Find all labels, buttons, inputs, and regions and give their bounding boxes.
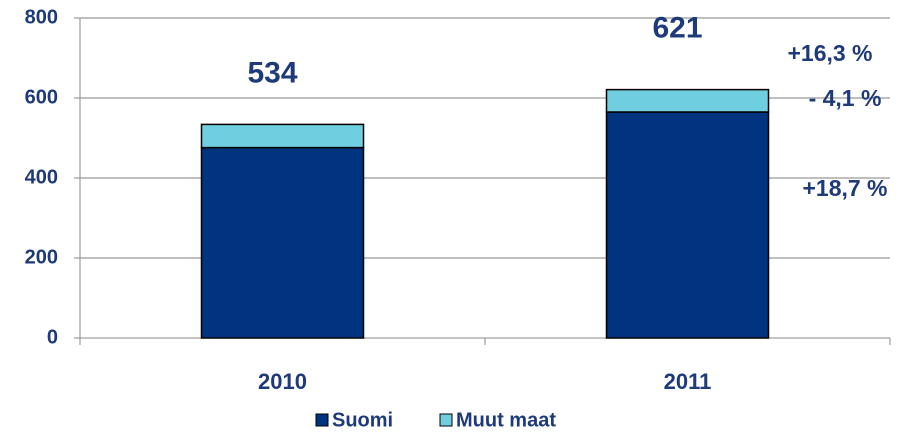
- y-tick-label: 800: [25, 6, 58, 28]
- legend-label: Suomi: [332, 409, 393, 431]
- annotation: +16,3 %: [787, 40, 872, 66]
- total-label: 534: [247, 56, 297, 89]
- y-tick-label: 400: [25, 166, 58, 188]
- bar-segment: [200, 146, 365, 339]
- annotation: - 4,1 %: [809, 85, 882, 111]
- legend-swatch: [439, 413, 453, 427]
- x-tick-label: 2010: [258, 369, 307, 394]
- legend-label: Muut maat: [456, 409, 556, 431]
- bar-segment: [605, 88, 770, 113]
- annotation: +18,7 %: [802, 175, 887, 201]
- total-label: 621: [652, 12, 702, 45]
- bar-segment: [605, 111, 770, 339]
- bar-segment: [200, 123, 365, 149]
- legend-swatch: [315, 413, 329, 427]
- y-tick-label: 200: [25, 246, 58, 268]
- x-tick-label: 2011: [664, 369, 712, 394]
- y-tick-label: 0: [47, 326, 58, 348]
- y-tick-label: 600: [25, 86, 58, 108]
